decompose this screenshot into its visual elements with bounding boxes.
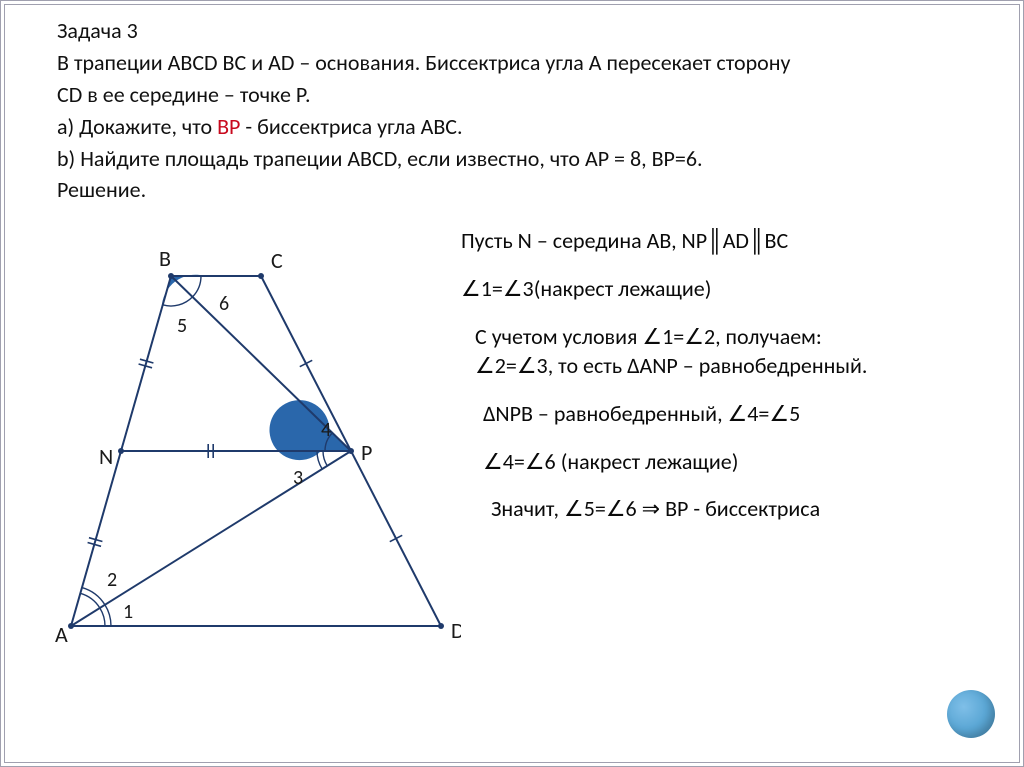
svg-text:P: P xyxy=(361,439,372,466)
svg-text:1: 1 xyxy=(123,600,133,624)
solution-step: ∠1=∠3(накрест лежащие) xyxy=(461,274,1003,304)
problem-item-b: b) Найдите площадь трапеции ABCD, если и… xyxy=(57,143,978,175)
problem-block: Задача 3 В трапеции ABCD BC и AD – основ… xyxy=(1,1,1023,206)
progress-circle-icon xyxy=(947,690,995,738)
svg-text:C: C xyxy=(271,247,283,274)
svg-text:B: B xyxy=(159,245,171,272)
solution-label: Решение. xyxy=(57,174,978,206)
item-a-mid: BP xyxy=(217,113,240,140)
solution-step: Пусть N – середина AB, NP║AD║BC xyxy=(461,226,1003,256)
svg-text:N: N xyxy=(99,443,113,470)
item-a-pre: a) Докажите, что xyxy=(57,113,217,140)
svg-text:6: 6 xyxy=(219,292,229,316)
problem-item-a: a) Докажите, что BP - биссектриса угла A… xyxy=(57,111,978,143)
svg-text:4: 4 xyxy=(321,418,331,442)
svg-text:3: 3 xyxy=(293,466,303,490)
problem-title: Задача 3 xyxy=(57,15,978,47)
svg-text:5: 5 xyxy=(177,314,187,338)
svg-text:D: D xyxy=(451,617,461,644)
item-a-post: - биссектриса угла ABC. xyxy=(240,113,462,140)
solution-step: ∆NPB – равнобедренный, ∠4=∠5 xyxy=(461,399,1003,429)
solution-step: Значит, ∠5=∠6 ⇒ BP - биссектриса xyxy=(461,494,1003,524)
solution-step: С учетом условия ∠1=∠2, получаем: ∠2=∠3,… xyxy=(461,322,1003,381)
problem-line: В трапеции ABCD BC и AD – основания. Бис… xyxy=(57,47,978,79)
solution-step: ∠4=∠6 (накрест лежащие) xyxy=(461,447,1003,477)
problem-line: CD в ее середине – точке Р. xyxy=(57,79,978,111)
geometry-diagram: 123456ABCDNP xyxy=(41,236,461,656)
svg-text:A: A xyxy=(55,621,68,648)
svg-text:2: 2 xyxy=(107,568,117,592)
solution-block: Пусть N – середина AB, NP║AD║BC ∠1=∠3(на… xyxy=(461,226,1023,656)
